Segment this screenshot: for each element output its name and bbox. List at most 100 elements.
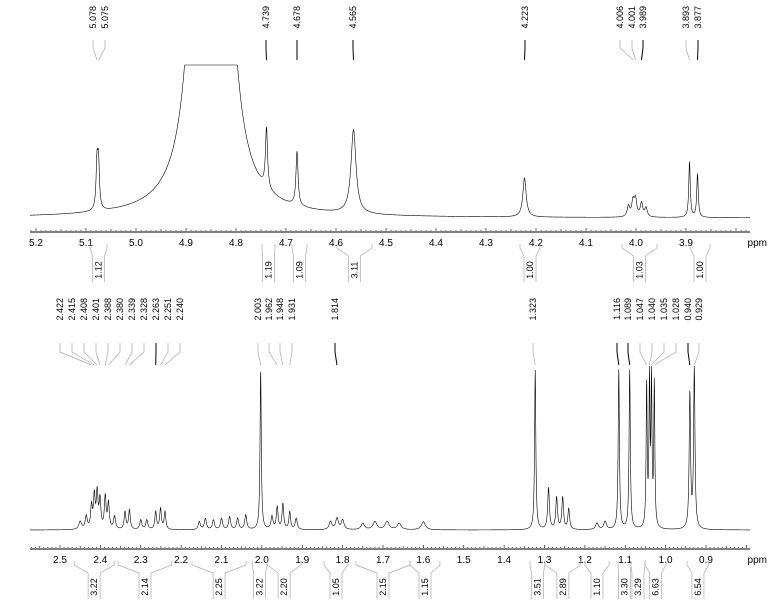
integral-bracket — [305, 244, 308, 282]
peak-label: 1.040 — [647, 298, 657, 321]
axis-tick-label: 1.9 — [295, 555, 309, 566]
peak-label-line — [257, 343, 262, 366]
peak-label: 1.323 — [528, 298, 538, 321]
peak-label: 1.028 — [671, 298, 681, 321]
integral-bracket — [584, 561, 592, 599]
peak-label: 2.339 — [127, 298, 137, 321]
peak-label: 2.380 — [115, 298, 125, 321]
integral-value: 3.11 — [350, 262, 360, 279]
integral-value: 1.10 — [592, 578, 602, 596]
peak-label: 2.415 — [67, 298, 77, 321]
axis-tick-label: 3.9 — [679, 238, 693, 249]
integral-value: 2.15 — [378, 578, 388, 596]
integral-value: 1.00 — [695, 261, 705, 279]
integral-bracket — [274, 244, 276, 282]
peak-label-line — [265, 40, 267, 61]
integral-bracket — [291, 244, 294, 282]
integral-value: 1.03 — [635, 261, 645, 279]
peak-label: 4.223 — [520, 6, 530, 29]
axis-tick-label: 5.0 — [129, 238, 143, 249]
peak-label-line — [95, 343, 101, 366]
peak-label: 2.251 — [163, 298, 173, 321]
integral-bracket — [686, 561, 693, 599]
peak-label: 2.263 — [151, 298, 161, 321]
integral-value: 2.20 — [279, 578, 289, 596]
integral-bracket — [191, 561, 214, 599]
spectrum-trace — [30, 365, 750, 531]
integral-value: 2.14 — [140, 578, 150, 596]
axis-tick-label: 1.6 — [416, 555, 430, 566]
axis-tick-label: 0.9 — [699, 555, 713, 566]
integral-bracket — [535, 244, 541, 282]
peak-label: 3.877 — [693, 6, 703, 29]
peak-label: 1.962 — [264, 298, 274, 321]
peak-label: 1.948 — [275, 298, 285, 321]
integral-bracket — [355, 561, 378, 599]
integral-value: 2.25 — [214, 578, 224, 596]
integral-value: 1.09 — [295, 261, 305, 279]
integral-bracket — [336, 244, 349, 282]
peak-label-line — [524, 40, 526, 61]
peak-label-line — [619, 40, 634, 61]
axis-tick-label: 4.3 — [479, 238, 493, 249]
peak-label: 1.116 — [612, 298, 622, 320]
integral-value: 1.15 — [420, 578, 430, 596]
integral-bracket — [661, 561, 667, 599]
peak-label-line — [352, 40, 354, 61]
peak-label: 2.408 — [79, 298, 89, 321]
axis-tick-label: 1.7 — [376, 555, 390, 566]
peak-label-line — [649, 343, 653, 366]
peak-label: 1.814 — [330, 298, 340, 321]
peak-label-line — [164, 343, 181, 366]
integral-value: 6.63 — [651, 578, 661, 596]
peak-label-line — [129, 343, 145, 366]
axis-tick-label: 4.8 — [229, 238, 243, 249]
peak-label-line — [289, 343, 293, 366]
ppm-axis: 2.5 2.4 2.3 2.2 2.1 2.0 1.9 1.8 1.7 1.6 1.5 1.4 1.3 1… — [30, 545, 767, 566]
integral-bracket — [89, 244, 93, 282]
integral-bracket — [643, 561, 646, 599]
peak-label: 5.075 — [100, 6, 110, 29]
peak-label: 4.565 — [348, 6, 358, 29]
integral-bracket — [360, 244, 373, 282]
peak-label: 2.401 — [91, 298, 101, 321]
integral-bracket — [645, 244, 658, 282]
peak-label: 2.422 — [55, 298, 65, 321]
peak-label-line — [685, 40, 690, 61]
peak-label-line — [108, 343, 121, 366]
integral-value: 3.22 — [255, 578, 265, 596]
peak-label: 1.047 — [635, 298, 645, 321]
integral-bracket — [703, 561, 710, 599]
peak-label: 2.003 — [253, 298, 263, 321]
axis-tick-label: 1.1 — [618, 555, 632, 566]
integral-value: 3.29 — [633, 578, 643, 596]
peak-label: 1.089 — [623, 298, 633, 321]
integral-bracket — [289, 561, 302, 599]
peak-label-line — [98, 40, 106, 61]
axis-tick-label: 1.4 — [497, 555, 511, 566]
integral-bracket — [265, 561, 268, 599]
integral-bracket — [99, 561, 115, 599]
peak-label-line — [616, 343, 620, 366]
axis-tick-label: 4.4 — [429, 238, 443, 249]
peak-label: 3.893 — [681, 6, 691, 29]
peak-label-line — [697, 40, 699, 61]
peak-label: 2.388 — [103, 298, 113, 321]
integral-bracket — [261, 244, 263, 282]
axis-tick-label: 2.2 — [174, 555, 188, 566]
top-spectrum-panel: 5.2 5.1 5.0 4.9 4.8 4.7 4.6 4.5 4.4 4.3 4.2 4.1 4.0 3… — [29, 6, 767, 282]
integral-value: 3.30 — [619, 578, 629, 596]
axis-tick-label: 2.0 — [255, 555, 269, 566]
axis-tick-label: 1.0 — [659, 555, 673, 566]
peak-label: 4.739 — [261, 6, 271, 29]
axis-tick-label: 4.6 — [329, 238, 343, 249]
axis-unit-label: ppm — [748, 238, 767, 249]
integral-bracket — [602, 561, 610, 599]
peak-label-line — [124, 343, 133, 366]
integral-bracket — [224, 561, 247, 599]
integral-bracket — [323, 561, 331, 599]
integral-bracket — [544, 561, 558, 599]
axis-tick-label: 5.2 — [29, 238, 43, 249]
peak-label: 5.078 — [88, 6, 98, 29]
axis-tick-label: 4.7 — [279, 238, 293, 249]
